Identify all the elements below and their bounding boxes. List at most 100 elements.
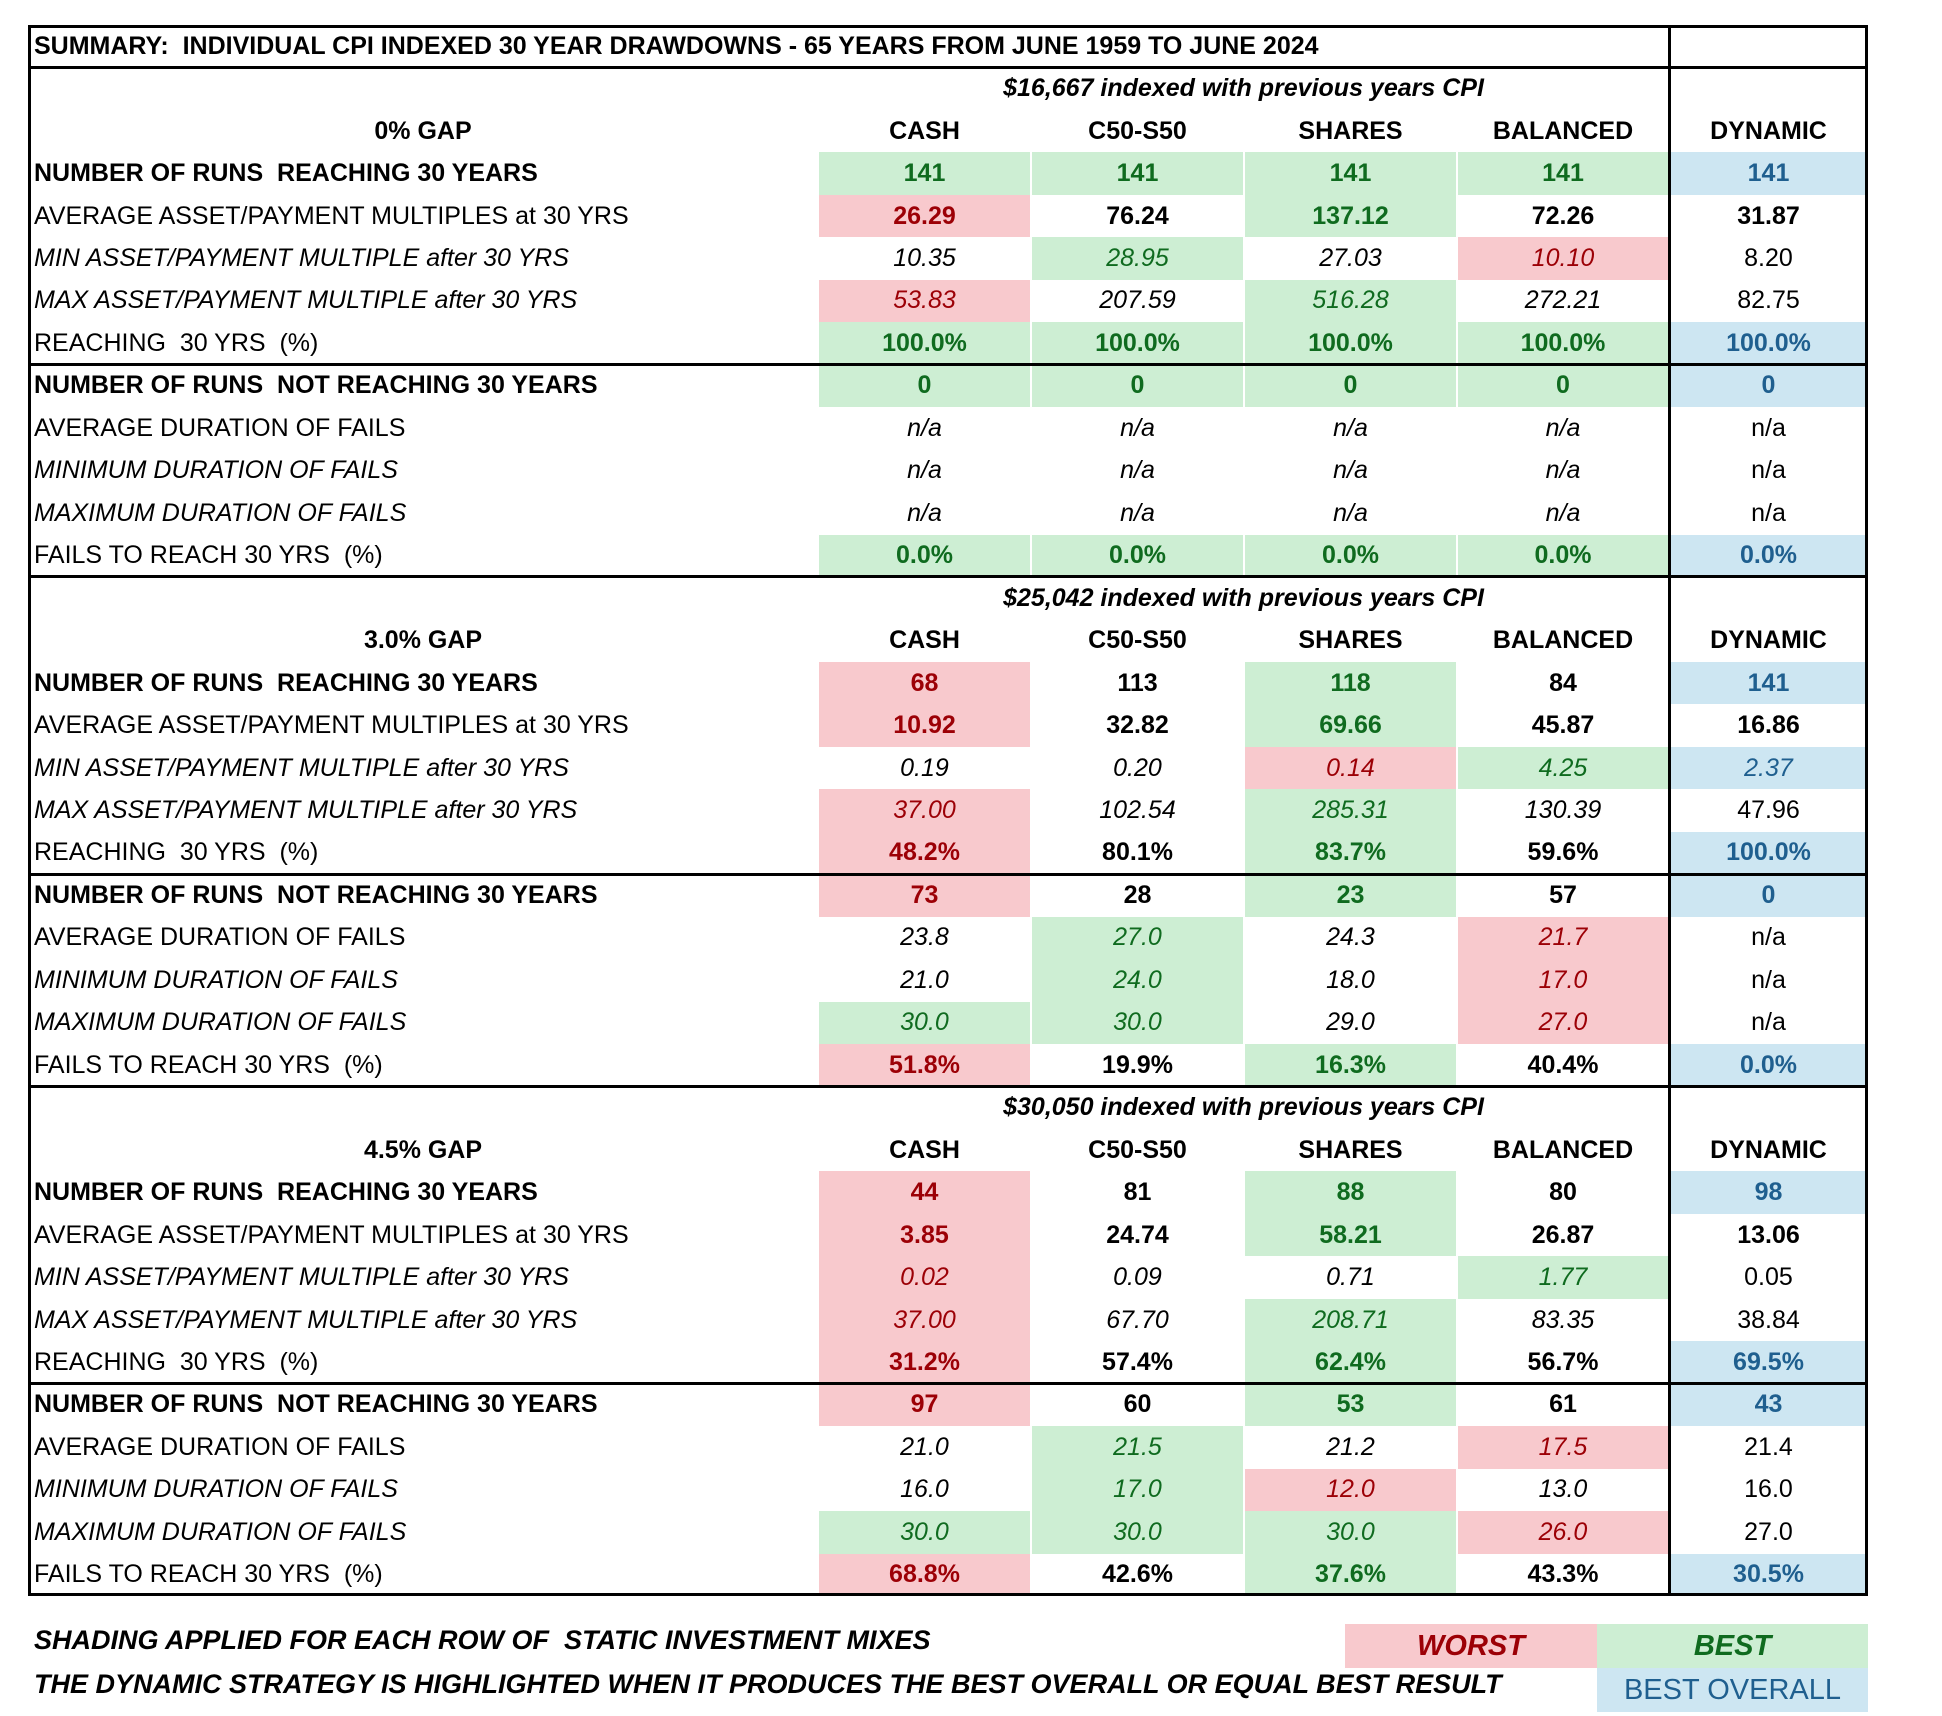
value-cell: 28 <box>1123 880 1152 909</box>
section-divider <box>28 575 1868 579</box>
value-cell: 44 <box>819 1171 1030 1214</box>
value-cell: 17.5 <box>1458 1426 1668 1469</box>
value-cell: n/a <box>1751 498 1786 527</box>
gap-label: 4.5% GAP <box>363 1135 483 1164</box>
value-cell: n/a <box>1751 456 1786 485</box>
value-cell: 69.66 <box>1245 704 1456 747</box>
value-cell: 61 <box>1549 1390 1577 1419</box>
value-cell: n/a <box>1751 965 1786 994</box>
value-cell: 23 <box>1245 874 1456 917</box>
value-cell: 13.06 <box>1737 1220 1800 1249</box>
value-cell: 0.19 <box>900 753 949 782</box>
value-cell: n/a <box>1545 413 1581 442</box>
value-cell: 0.0% <box>1245 534 1456 577</box>
column-header: BALANCED <box>1492 626 1634 655</box>
value-cell: 141 <box>1245 152 1456 195</box>
table-frame <box>28 25 1868 1596</box>
value-cell: n/a <box>907 456 942 485</box>
legend-key: WORST <box>1345 1624 1597 1668</box>
value-cell: 0.14 <box>1245 746 1456 790</box>
value-cell: 27.0 <box>1032 916 1243 960</box>
value-cell: 21.0 <box>900 965 949 994</box>
value-cell: 43 <box>1670 1383 1867 1427</box>
row-label: MAX ASSET/PAYMENT MULTIPLE after 30 YRS <box>34 1305 578 1334</box>
row-label: FAILS TO REACH 30 YRS (%) <box>34 1560 383 1589</box>
value-cell: 0 <box>1670 364 1867 408</box>
value-cell: 37.6% <box>1245 1553 1456 1596</box>
value-cell: 208.71 <box>1245 1298 1456 1342</box>
value-cell: 141 <box>1670 661 1867 705</box>
column-header: CASH <box>889 1135 960 1164</box>
value-cell: 0.20 <box>1113 753 1162 782</box>
value-cell: 0 <box>1032 364 1243 408</box>
column-header: C50-S50 <box>1088 626 1187 655</box>
value-cell: n/a <box>1333 413 1368 442</box>
value-cell: 102.54 <box>1099 795 1176 824</box>
row-label: MINIMUM DURATION OF FAILS <box>34 1475 398 1504</box>
value-cell: 141 <box>1670 152 1867 195</box>
subsection-divider <box>28 872 1868 876</box>
value-cell: n/a <box>1333 498 1368 527</box>
section-subtitle: $30,050 indexed with previous years CPI <box>1003 1093 1484 1122</box>
value-cell: 30.0 <box>819 1511 1030 1554</box>
value-cell: 0.71 <box>1326 1263 1375 1292</box>
column-header: BALANCED <box>1492 1135 1634 1164</box>
row-label: NUMBER OF RUNS NOT REACHING 30 YEARS <box>34 880 598 909</box>
value-cell: 26.0 <box>1458 1511 1668 1554</box>
value-cell: 80 <box>1549 1178 1577 1207</box>
value-cell: 67.70 <box>1106 1305 1169 1334</box>
value-cell: 19.9% <box>1102 1050 1173 1079</box>
row-label: MAXIMUM DURATION OF FAILS <box>34 1517 407 1546</box>
value-cell: 0.02 <box>819 1256 1030 1299</box>
value-cell: n/a <box>1751 1008 1786 1037</box>
row-label: NUMBER OF RUNS REACHING 30 YEARS <box>34 668 538 697</box>
value-cell: 0.0% <box>819 534 1030 577</box>
value-cell: 27.0 <box>1744 1517 1793 1546</box>
row-label: NUMBER OF RUNS NOT REACHING 30 YEARS <box>34 371 598 400</box>
value-cell: 10.92 <box>819 704 1030 747</box>
value-cell: 56.7% <box>1527 1347 1599 1376</box>
gap-label: 0% GAP <box>374 116 472 145</box>
value-cell: 141 <box>1458 152 1668 195</box>
value-cell: 76.24 <box>1106 201 1169 230</box>
row-label: REACHING 30 YRS (%) <box>34 838 319 867</box>
row-label: MIN ASSET/PAYMENT MULTIPLE after 30 YRS <box>34 753 569 782</box>
value-cell: 59.6% <box>1527 838 1599 867</box>
value-cell: 88 <box>1245 1171 1456 1214</box>
section-subtitle: $25,042 indexed with previous years CPI <box>1003 583 1484 612</box>
subsection-divider <box>28 363 1868 367</box>
subsection-divider <box>28 1382 1868 1386</box>
value-cell: n/a <box>1545 498 1581 527</box>
row-label: AVERAGE ASSET/PAYMENT MULTIPLES at 30 YR… <box>34 1220 629 1249</box>
value-cell: 0 <box>1670 874 1867 917</box>
value-cell: 16.86 <box>1737 711 1800 740</box>
value-cell: 16.0 <box>1744 1475 1793 1504</box>
legend-note: THE DYNAMIC STRATEGY IS HIGHLIGHTED WHEN… <box>34 1669 1502 1699</box>
value-cell: 68 <box>819 661 1030 705</box>
value-cell: 80.1% <box>1102 838 1173 867</box>
value-cell: n/a <box>1120 456 1155 485</box>
value-cell: 68.8% <box>819 1553 1030 1596</box>
row-label: MAX ASSET/PAYMENT MULTIPLE after 30 YRS <box>34 286 578 315</box>
value-cell: 26.29 <box>819 194 1030 238</box>
row-label: NUMBER OF RUNS REACHING 30 YEARS <box>34 1178 538 1207</box>
section-divider <box>28 1084 1868 1088</box>
value-cell: 17.0 <box>1458 959 1668 1002</box>
value-cell: 16.3% <box>1245 1044 1456 1087</box>
value-cell: 24.74 <box>1106 1220 1169 1249</box>
value-cell: n/a <box>1751 413 1786 442</box>
column-header: C50-S50 <box>1088 116 1187 145</box>
row-label: MIN ASSET/PAYMENT MULTIPLE after 30 YRS <box>34 244 569 273</box>
value-cell: 57.4% <box>1102 1347 1173 1376</box>
row-label: AVERAGE DURATION OF FAILS <box>34 413 406 442</box>
value-cell: 100.0% <box>1670 322 1867 365</box>
value-cell: n/a <box>1751 923 1786 952</box>
value-cell: 38.84 <box>1737 1305 1800 1334</box>
legend-note: SHADING APPLIED FOR EACH ROW OF STATIC I… <box>34 1625 931 1655</box>
row-label: FAILS TO REACH 30 YRS (%) <box>34 541 383 570</box>
value-cell: n/a <box>1545 456 1581 485</box>
value-cell: 84 <box>1549 668 1577 697</box>
column-header: DYNAMIC <box>1710 1135 1827 1164</box>
value-cell: 24.0 <box>1032 959 1243 1002</box>
value-cell: 1.77 <box>1458 1256 1668 1299</box>
